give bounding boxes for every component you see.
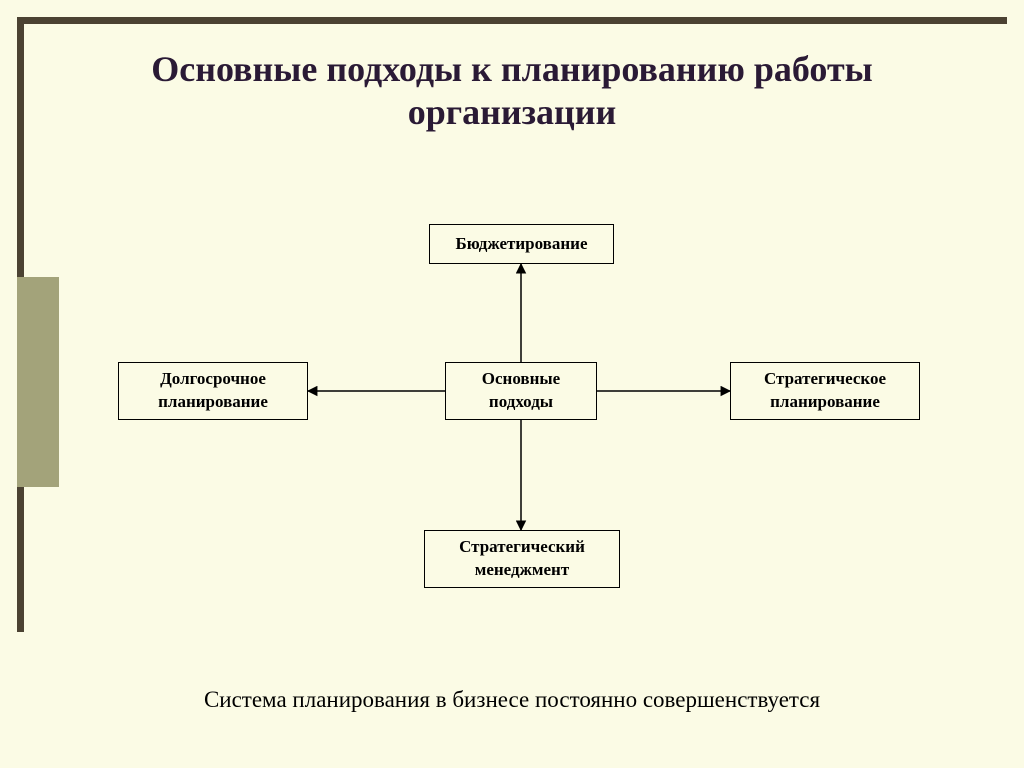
node-top: Бюджетирование xyxy=(429,224,614,264)
diagram-container: Основные подходы Бюджетирование Долгосрочн… xyxy=(0,0,1024,768)
node-left: Долгосрочное планирование xyxy=(118,362,308,420)
node-center: Основные подходы xyxy=(445,362,597,420)
node-bottom: Стратегический менеджмент xyxy=(424,530,620,588)
slide-caption: Система планирования в бизнесе постоянно… xyxy=(90,687,934,713)
node-right: Стратегическое планирование xyxy=(730,362,920,420)
